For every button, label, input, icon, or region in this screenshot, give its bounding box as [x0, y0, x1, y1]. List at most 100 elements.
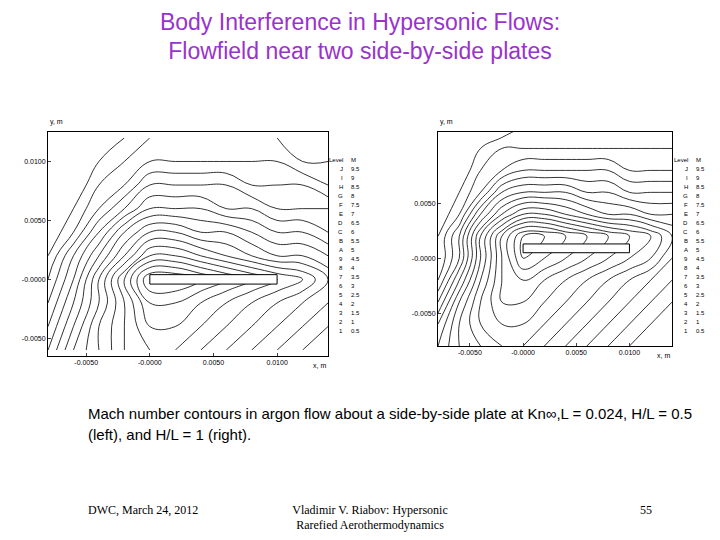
svg-text:-0.0050: -0.0050 — [412, 310, 436, 317]
svg-text:1: 1 — [696, 319, 700, 325]
svg-text:D: D — [338, 220, 343, 226]
svg-text:7.5: 7.5 — [696, 202, 705, 208]
svg-text:6: 6 — [684, 283, 688, 289]
svg-text:4: 4 — [339, 301, 343, 307]
svg-text:y, m: y, m — [440, 118, 453, 126]
svg-text:4.5: 4.5 — [351, 256, 360, 262]
svg-text:M: M — [696, 157, 701, 163]
svg-text:1: 1 — [339, 328, 343, 334]
svg-text:2.5: 2.5 — [696, 292, 705, 298]
svg-text:-0.0050: -0.0050 — [22, 335, 46, 342]
svg-text:0.0100: 0.0100 — [619, 349, 641, 356]
svg-text:F: F — [684, 202, 688, 208]
svg-text:0.0050: 0.0050 — [566, 349, 588, 356]
svg-text:-0.0050: -0.0050 — [458, 349, 482, 356]
svg-text:5: 5 — [696, 247, 700, 253]
svg-text:8: 8 — [339, 265, 343, 271]
svg-text:J: J — [685, 166, 688, 172]
svg-text:-0.0050: -0.0050 — [74, 359, 98, 366]
svg-text:F: F — [339, 202, 343, 208]
svg-text:1.5: 1.5 — [696, 310, 705, 316]
svg-text:y, m: y, m — [50, 118, 63, 126]
svg-text:9: 9 — [684, 256, 688, 262]
svg-text:7.5: 7.5 — [351, 202, 360, 208]
svg-text:Level: Level — [329, 157, 343, 163]
svg-text:7: 7 — [339, 274, 343, 280]
svg-text:9.5: 9.5 — [351, 166, 360, 172]
svg-text:-0.0000: -0.0000 — [511, 349, 535, 356]
svg-text:C: C — [338, 229, 343, 235]
svg-text:8: 8 — [684, 265, 688, 271]
svg-text:7: 7 — [684, 274, 688, 280]
svg-text:0.0050: 0.0050 — [414, 200, 436, 207]
svg-text:9.5: 9.5 — [696, 166, 705, 172]
svg-text:I: I — [341, 175, 343, 181]
svg-text:2: 2 — [339, 319, 343, 325]
svg-text:8.5: 8.5 — [696, 184, 705, 190]
svg-text:-0.0000: -0.0000 — [22, 276, 46, 283]
svg-text:8.5: 8.5 — [351, 184, 360, 190]
svg-text:0.0050: 0.0050 — [24, 217, 46, 224]
svg-text:x, m: x, m — [313, 362, 326, 369]
svg-text:5: 5 — [351, 247, 355, 253]
svg-text:1.5: 1.5 — [351, 310, 360, 316]
svg-text:9: 9 — [339, 256, 343, 262]
svg-text:M: M — [351, 157, 356, 163]
svg-text:5.5: 5.5 — [351, 238, 360, 244]
svg-text:H: H — [684, 184, 688, 190]
svg-text:G: G — [338, 193, 343, 199]
svg-text:B: B — [339, 238, 343, 244]
svg-text:0.0050: 0.0050 — [203, 359, 225, 366]
svg-text:4: 4 — [684, 301, 688, 307]
svg-text:2: 2 — [696, 301, 700, 307]
svg-text:5.5: 5.5 — [696, 238, 705, 244]
svg-text:A: A — [684, 247, 688, 253]
svg-text:2: 2 — [351, 301, 355, 307]
svg-text:2: 2 — [684, 319, 688, 325]
svg-text:C: C — [683, 229, 688, 235]
svg-text:9: 9 — [696, 175, 700, 181]
svg-text:6: 6 — [339, 283, 343, 289]
svg-text:I: I — [686, 175, 688, 181]
svg-text:4: 4 — [696, 265, 700, 271]
svg-text:8: 8 — [696, 193, 700, 199]
svg-text:D: D — [683, 220, 688, 226]
svg-text:2.5: 2.5 — [351, 292, 360, 298]
svg-text:3.5: 3.5 — [696, 274, 705, 280]
svg-text:7: 7 — [351, 211, 355, 217]
svg-text:H: H — [339, 184, 343, 190]
svg-text:J: J — [340, 166, 343, 172]
svg-text:6: 6 — [351, 229, 355, 235]
svg-text:B: B — [684, 238, 688, 244]
svg-text:3: 3 — [684, 310, 688, 316]
svg-text:G: G — [683, 193, 688, 199]
svg-text:3.5: 3.5 — [351, 274, 360, 280]
svg-text:7: 7 — [696, 211, 700, 217]
svg-text:1: 1 — [351, 319, 355, 325]
svg-text:3: 3 — [339, 310, 343, 316]
svg-text:A: A — [339, 247, 343, 253]
svg-text:Level: Level — [674, 157, 688, 163]
html-text:Mach number contours in argon: Mach number contours in argon flow about… — [88, 405, 693, 443]
svg-text:4.5: 4.5 — [696, 256, 705, 262]
svg-text:5: 5 — [684, 292, 688, 298]
svg-text:E: E — [684, 211, 688, 217]
svg-text:6.5: 6.5 — [351, 220, 360, 226]
svg-text:E: E — [339, 211, 343, 217]
svg-text:-0.0000: -0.0000 — [138, 359, 162, 366]
svg-text:9: 9 — [351, 175, 355, 181]
svg-text:-0.0000: -0.0000 — [412, 255, 436, 262]
svg-text:3: 3 — [696, 283, 700, 289]
svg-text:0.0100: 0.0100 — [266, 359, 288, 366]
svg-text:0.5: 0.5 — [696, 328, 705, 334]
svg-text:6.5: 6.5 — [696, 220, 705, 226]
svg-text:3: 3 — [351, 283, 355, 289]
svg-text:6: 6 — [696, 229, 700, 235]
svg-text:0.5: 0.5 — [351, 328, 360, 334]
svg-text:4: 4 — [351, 265, 355, 271]
svg-text:5: 5 — [339, 292, 343, 298]
svg-text:1: 1 — [684, 328, 688, 334]
svg-text:8: 8 — [351, 193, 355, 199]
svg-text:x, m: x, m — [657, 352, 670, 359]
svg-text:0.0100: 0.0100 — [24, 158, 46, 165]
